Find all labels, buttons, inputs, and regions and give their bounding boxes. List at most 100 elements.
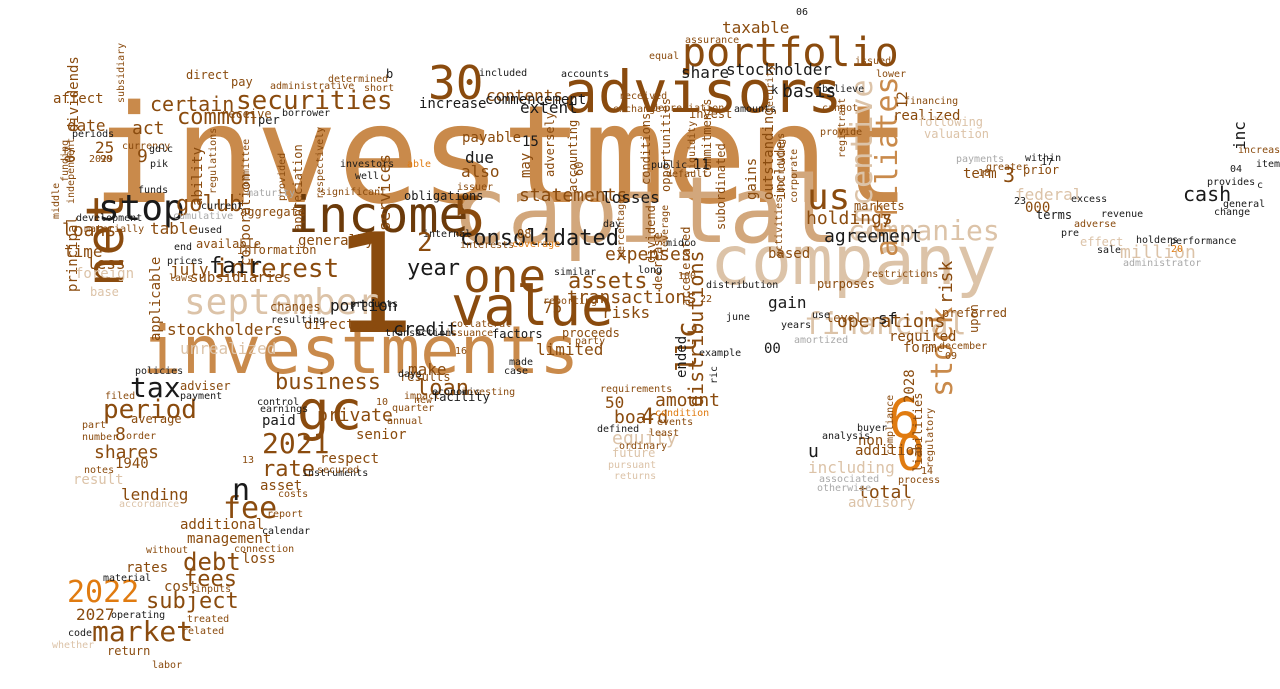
word-connection: connection xyxy=(234,544,295,555)
word-income: income xyxy=(288,186,469,244)
word-07: 07 xyxy=(63,145,79,163)
word-economic: economic xyxy=(432,387,481,398)
word-conditions: conditions xyxy=(639,112,653,185)
word-taxable: taxable xyxy=(722,18,790,37)
word-equity: equity xyxy=(612,428,678,449)
word-report: report xyxy=(267,509,304,520)
word-pnc: pnc xyxy=(925,344,944,355)
word-code: code xyxy=(68,628,93,639)
word-stop: stop xyxy=(98,188,185,229)
word-example: example xyxy=(699,348,742,359)
word-time: time xyxy=(64,242,103,261)
word-july: july xyxy=(170,260,209,279)
word-markets: markets xyxy=(854,199,905,213)
word-gdlc: gdlc xyxy=(149,144,174,155)
word-default: default xyxy=(666,169,709,180)
word-10: 10 xyxy=(376,397,389,408)
word-investing: investing xyxy=(461,387,516,398)
word-impact: impact xyxy=(404,391,441,402)
word-treated: treated xyxy=(187,614,230,625)
word-22: 22 xyxy=(700,294,713,305)
word-laws: laws xyxy=(169,273,194,284)
word-25: 25 xyxy=(95,138,115,157)
word-buyer: buyer xyxy=(857,423,888,434)
word-otherwise: otherwise xyxy=(817,483,872,494)
word-increase: increase xyxy=(419,96,487,112)
word-borrower: borrower xyxy=(282,108,331,119)
word-rate: rate xyxy=(262,457,315,482)
word-pursuant: pursuant xyxy=(608,460,657,471)
word-2028: 2028 xyxy=(902,368,918,403)
word-similar: similar xyxy=(554,267,597,278)
word-management: management xyxy=(187,531,272,547)
word-paid: paid xyxy=(262,413,296,429)
word-additional: additional xyxy=(180,517,265,533)
word-new: new xyxy=(414,395,433,406)
word-less: less xyxy=(87,254,126,273)
word-fee: fee xyxy=(223,491,278,526)
word-reporting: reporting xyxy=(543,296,598,307)
word-received: received xyxy=(619,91,668,102)
word-cash: cash xyxy=(1183,182,1232,206)
word-made: made xyxy=(509,357,534,368)
word-loss: loss xyxy=(242,551,276,567)
word-ric: ric xyxy=(709,365,720,384)
word-60: 60 xyxy=(572,161,586,176)
word-results: results xyxy=(400,370,451,384)
word-risk: risk xyxy=(936,260,957,305)
word-proceeds: proceeds xyxy=(562,326,620,340)
word-performance: performance xyxy=(1170,236,1237,247)
word-lending: lending xyxy=(121,485,189,504)
word-subordinated: subordinated xyxy=(714,143,728,230)
word-investments: investments xyxy=(142,312,580,389)
word-depreciation: depreciation xyxy=(652,103,725,114)
word-public: public xyxy=(651,160,688,171)
word-level: level xyxy=(826,311,863,325)
word-addition: addition xyxy=(855,443,923,459)
word-labor: labor xyxy=(152,660,183,671)
word-16: 16 xyxy=(455,346,468,357)
word-portion: portion xyxy=(330,296,398,315)
word-case: case xyxy=(504,366,529,377)
word-funds: funds xyxy=(138,185,169,196)
word-fees: fees xyxy=(184,567,237,592)
word-0: 0 xyxy=(896,426,925,482)
word-loan: loan xyxy=(416,376,469,401)
word-tax: tax xyxy=(130,371,181,404)
word-k: k xyxy=(771,83,779,97)
word-transaction: transaction xyxy=(385,328,452,339)
word-3: 3 xyxy=(1003,163,1016,187)
word-asset: asset xyxy=(260,478,303,494)
word-change: change xyxy=(1214,207,1251,218)
word-accounting: accounting xyxy=(566,119,580,192)
word-aggregate: aggregate xyxy=(240,205,306,219)
word-2022: 2022 xyxy=(67,575,140,610)
word-4: 4 xyxy=(641,405,655,430)
word-available: available xyxy=(196,237,262,251)
word-committee: committee xyxy=(241,138,252,193)
word-term: term xyxy=(963,166,997,182)
word-gc: gc xyxy=(297,379,363,442)
word-cannot: cannot xyxy=(822,103,859,114)
word-secured: secured xyxy=(317,465,360,476)
word-year: year xyxy=(407,256,460,281)
word-control: control xyxy=(257,397,300,408)
word-return: return xyxy=(107,644,151,658)
word-directors: directors xyxy=(304,317,380,333)
word-registrant: registrant xyxy=(837,97,848,158)
word-100: 100 xyxy=(678,271,697,282)
word-including: including xyxy=(808,458,895,477)
word-direct: direct xyxy=(186,68,230,82)
word-credit: credit xyxy=(393,319,459,340)
word-operations: operations xyxy=(837,311,946,332)
word-company: company xyxy=(710,222,997,301)
word-revenue: revenue xyxy=(1101,209,1144,220)
word-future: future xyxy=(612,446,656,460)
word-issued: issued xyxy=(855,56,892,67)
word-terms: terms xyxy=(1036,208,1073,222)
word-applicable: applicable xyxy=(148,256,164,341)
word-act: act xyxy=(132,118,165,139)
word-amount: amount xyxy=(655,390,721,411)
word-90: 90 xyxy=(100,154,113,165)
word-losses: losses xyxy=(602,188,660,207)
